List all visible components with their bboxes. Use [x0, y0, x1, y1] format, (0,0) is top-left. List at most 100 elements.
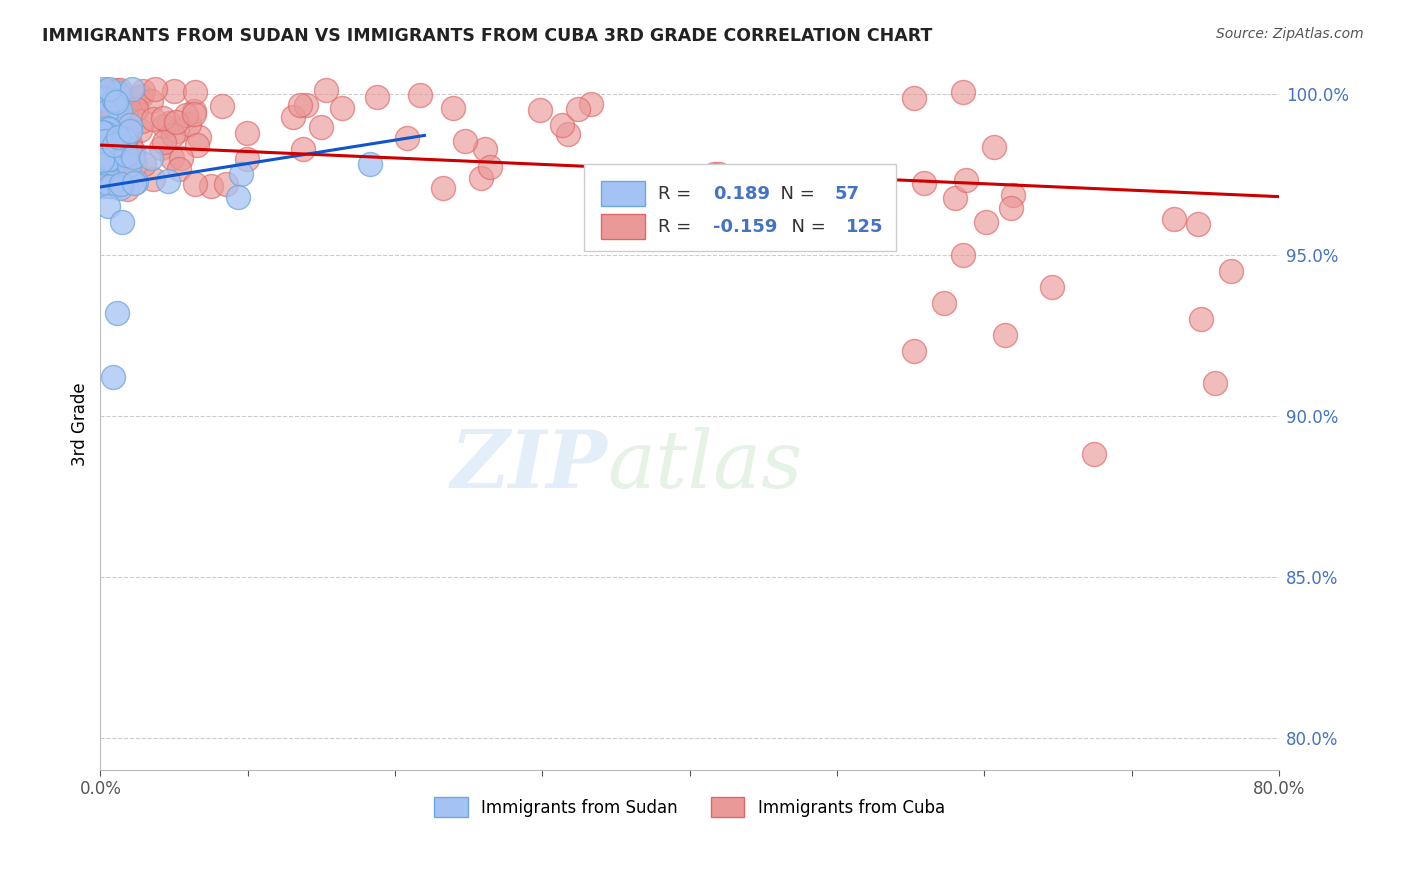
Point	[710, 208, 733, 222]
Point	[121, 144, 143, 158]
Point	[983, 140, 1005, 154]
Point	[974, 215, 997, 229]
Point	[101, 370, 124, 384]
Point	[101, 133, 124, 147]
Point	[90, 152, 112, 166]
Point	[94, 133, 117, 147]
Point	[183, 103, 205, 118]
Point	[165, 115, 187, 129]
Point	[98, 152, 121, 166]
Point	[108, 180, 131, 194]
Point	[470, 171, 492, 186]
Point	[100, 179, 122, 194]
Point	[903, 91, 925, 105]
Point	[115, 148, 138, 162]
Point	[1220, 263, 1243, 277]
Point	[114, 102, 136, 116]
Point	[454, 134, 477, 148]
Point	[94, 101, 117, 115]
Point	[125, 91, 148, 105]
Point	[110, 83, 132, 97]
Point	[149, 141, 172, 155]
Point	[103, 146, 125, 161]
Point	[125, 175, 148, 189]
Point	[117, 158, 139, 172]
Point	[100, 113, 122, 128]
Point	[90, 169, 112, 184]
Point	[170, 151, 193, 165]
Point	[125, 103, 148, 117]
Point	[994, 328, 1017, 343]
Point	[1189, 312, 1212, 326]
Point	[162, 128, 184, 143]
Point	[666, 175, 689, 189]
Point	[118, 118, 141, 132]
Point	[1187, 218, 1209, 232]
Point	[128, 122, 150, 136]
Point	[111, 156, 134, 170]
Point	[93, 134, 115, 148]
Point	[120, 137, 142, 152]
Point	[186, 137, 208, 152]
Point	[160, 151, 183, 165]
Point	[529, 103, 551, 118]
Point	[129, 88, 152, 103]
Point	[100, 152, 122, 166]
Legend: Immigrants from Sudan, Immigrants from Cuba: Immigrants from Sudan, Immigrants from C…	[427, 790, 952, 824]
Point	[90, 81, 112, 95]
Point	[105, 83, 128, 97]
Point	[177, 117, 200, 131]
Point	[115, 182, 138, 196]
Point	[1163, 212, 1185, 227]
Point	[142, 172, 165, 186]
Point	[157, 173, 180, 187]
Point	[97, 199, 120, 213]
Point	[97, 157, 120, 171]
Point	[110, 177, 132, 191]
FancyBboxPatch shape	[583, 164, 896, 251]
Point	[101, 136, 124, 150]
Point	[330, 102, 353, 116]
Point	[676, 176, 699, 190]
Point	[167, 162, 190, 177]
Point	[93, 134, 115, 148]
Point	[432, 181, 454, 195]
Point	[114, 155, 136, 169]
Point	[97, 149, 120, 163]
Point	[1204, 376, 1226, 391]
Text: Source: ZipAtlas.com: Source: ZipAtlas.com	[1216, 27, 1364, 41]
Point	[111, 215, 134, 229]
Point	[97, 108, 120, 122]
FancyBboxPatch shape	[602, 181, 645, 206]
Text: R =: R =	[658, 185, 697, 202]
Point	[122, 96, 145, 111]
Point	[90, 125, 112, 139]
Point	[107, 129, 129, 144]
Point	[166, 124, 188, 138]
Point	[93, 121, 115, 136]
Point	[132, 84, 155, 98]
Point	[955, 173, 977, 187]
Point	[112, 132, 135, 146]
Point	[97, 121, 120, 136]
Point	[557, 128, 579, 142]
Point	[1000, 202, 1022, 216]
Text: R =: R =	[658, 218, 697, 236]
Point	[114, 140, 136, 154]
Point	[706, 169, 728, 184]
Point	[903, 344, 925, 359]
Point	[934, 296, 956, 310]
Point	[174, 108, 197, 122]
Point	[105, 98, 128, 112]
Point	[396, 131, 419, 145]
Point	[474, 142, 496, 156]
Point	[359, 157, 381, 171]
Point	[157, 116, 180, 130]
Point	[295, 97, 318, 112]
Point	[139, 151, 162, 165]
Point	[188, 130, 211, 145]
Point	[132, 157, 155, 171]
Point	[281, 110, 304, 124]
Point	[103, 137, 125, 152]
Text: -0.159: -0.159	[713, 218, 778, 236]
